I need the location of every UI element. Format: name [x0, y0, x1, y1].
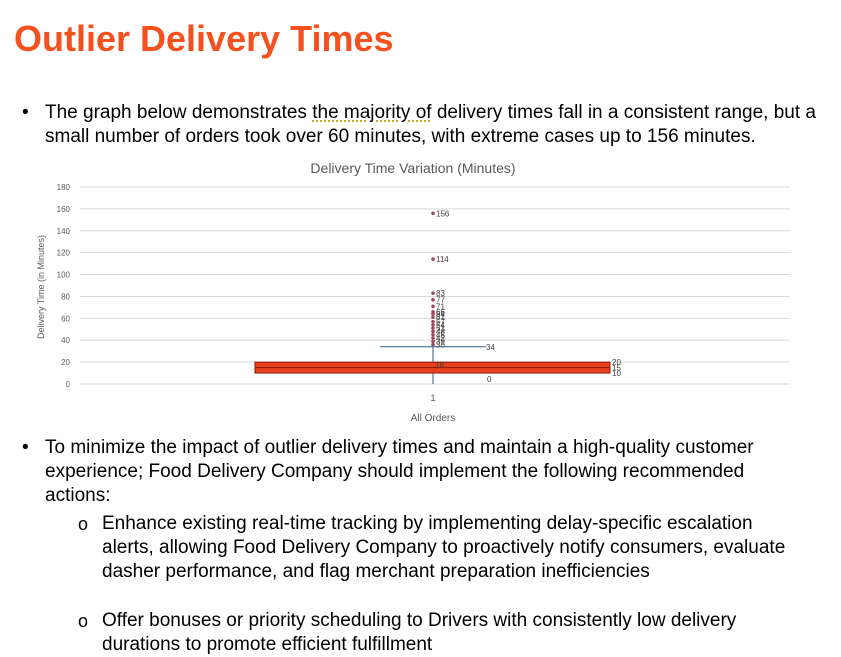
outlier-point	[431, 319, 435, 324]
q3-label: 20	[612, 358, 621, 367]
sub-bullet-marker: o	[78, 611, 89, 631]
median-label: 15	[612, 364, 621, 373]
outlier-label: 39	[436, 337, 445, 346]
y-tick-label: 80	[61, 292, 70, 301]
whisker-low-label: 0	[487, 375, 492, 384]
bullet-marker: •	[22, 102, 29, 123]
y-tick-label: 100	[57, 271, 71, 280]
chart-title: Delivery Time Variation (Minutes)	[310, 160, 515, 176]
recommendation-intro: To minimize the impact of outlier delive…	[45, 437, 754, 506]
outlier-point	[431, 323, 435, 327]
outlier-point	[431, 339, 435, 344]
outlier-point	[431, 257, 435, 262]
whisker-high-label: 34	[486, 343, 495, 352]
recommendation-item-bonuses: Offer bonuses or priority scheduling to …	[102, 610, 737, 655]
outlier-label: 45	[436, 331, 445, 340]
gridlines	[80, 186, 790, 385]
x-tick-label: 1	[430, 393, 435, 403]
outlier-label: 42	[436, 334, 445, 343]
outlier-label: 77	[436, 296, 445, 305]
recommendation-item-tracking: Enhance existing real-time tracking by i…	[102, 513, 786, 582]
outlier-point	[431, 315, 435, 320]
outlier-label: 61	[436, 313, 445, 322]
y-tick-label: 0	[66, 380, 71, 389]
bullet-marker: •	[22, 437, 29, 458]
y-tick-label: 120	[57, 249, 71, 258]
outlier-point	[431, 304, 435, 309]
outlier-point	[431, 342, 435, 347]
y-tick-label: 20	[61, 358, 70, 367]
y-tick-label: 140	[57, 227, 71, 236]
q1-label: 10	[612, 369, 621, 378]
outlier-label: 51	[436, 324, 445, 333]
outlier-label: 66	[436, 308, 445, 317]
outlier-label: 64	[436, 310, 445, 319]
intro-text-start: The graph below demonstrates	[45, 102, 313, 123]
intro-paragraph: The graph below demonstrates the majorit…	[45, 101, 830, 149]
x-axis-label: All Orders	[411, 413, 455, 424]
outlier-point	[431, 332, 435, 337]
outlier-point	[431, 312, 435, 316]
outlier-point	[431, 211, 435, 216]
outlier-label: 36	[436, 341, 445, 350]
outlier-point	[431, 329, 435, 334]
outlier-point	[431, 326, 435, 330]
intro-text-underlined: the majority of	[312, 102, 432, 123]
y-tick-label: 180	[57, 183, 71, 192]
outlier-label: 54	[436, 321, 445, 330]
outlier-label: 57	[436, 318, 445, 327]
intro-text-end: delivery times fall in a consistent rang…	[45, 102, 816, 147]
outlier-label: 71	[436, 302, 445, 311]
y-tick-label: 60	[61, 314, 70, 323]
outlier-label: 48	[436, 327, 445, 336]
y-tick-label: 160	[57, 205, 71, 214]
y-tick-label: 40	[61, 336, 70, 345]
slide-title: Outlier Delivery Times	[14, 18, 394, 59]
outlier-point	[431, 297, 435, 302]
outlier-point	[431, 291, 435, 295]
mean-label: 18	[435, 360, 444, 369]
delivery-time-boxplot: Delivery Time Variation (Minutes) 0 20 40 6…	[36, 160, 790, 424]
outlier-label: 156	[436, 209, 450, 218]
y-axis-label: Delivery Time (in Minutes)	[36, 235, 46, 339]
sub-bullet-marker: o	[78, 514, 89, 534]
y-axis-ticks: 0 20 40 60 80 100 120 140 160 180	[57, 183, 71, 389]
outlier-label: 83	[436, 289, 445, 298]
outlier-point	[431, 336, 435, 340]
outlier-label: 114	[436, 255, 449, 264]
